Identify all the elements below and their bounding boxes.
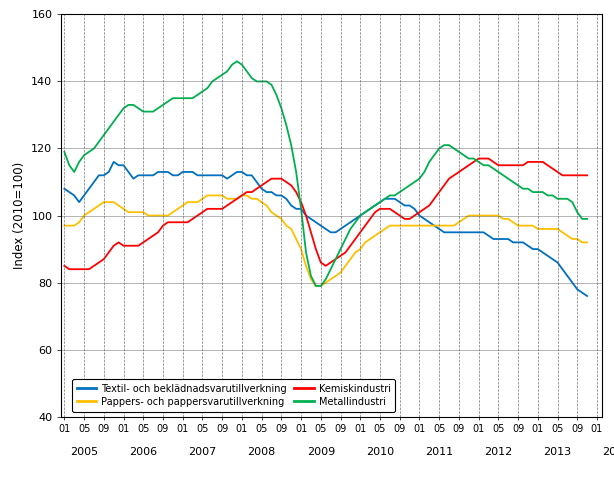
Y-axis label: Index (2010=100): Index (2010=100)	[13, 162, 26, 269]
Text: 2009: 2009	[306, 447, 335, 457]
Text: 2010: 2010	[366, 447, 394, 457]
Text: 2014: 2014	[602, 447, 614, 457]
Text: 2006: 2006	[129, 447, 157, 457]
Text: 2011: 2011	[425, 447, 453, 457]
Text: 2008: 2008	[247, 447, 276, 457]
Text: 2013: 2013	[543, 447, 572, 457]
Text: 2005: 2005	[70, 447, 98, 457]
Legend: Textil- och beklädnadsvarutillverkning, Pappers- och pappersvarutillverkning, Ke: Textil- och beklädnadsvarutillverkning, …	[72, 379, 395, 412]
Text: 2012: 2012	[484, 447, 513, 457]
Text: 2007: 2007	[188, 447, 217, 457]
